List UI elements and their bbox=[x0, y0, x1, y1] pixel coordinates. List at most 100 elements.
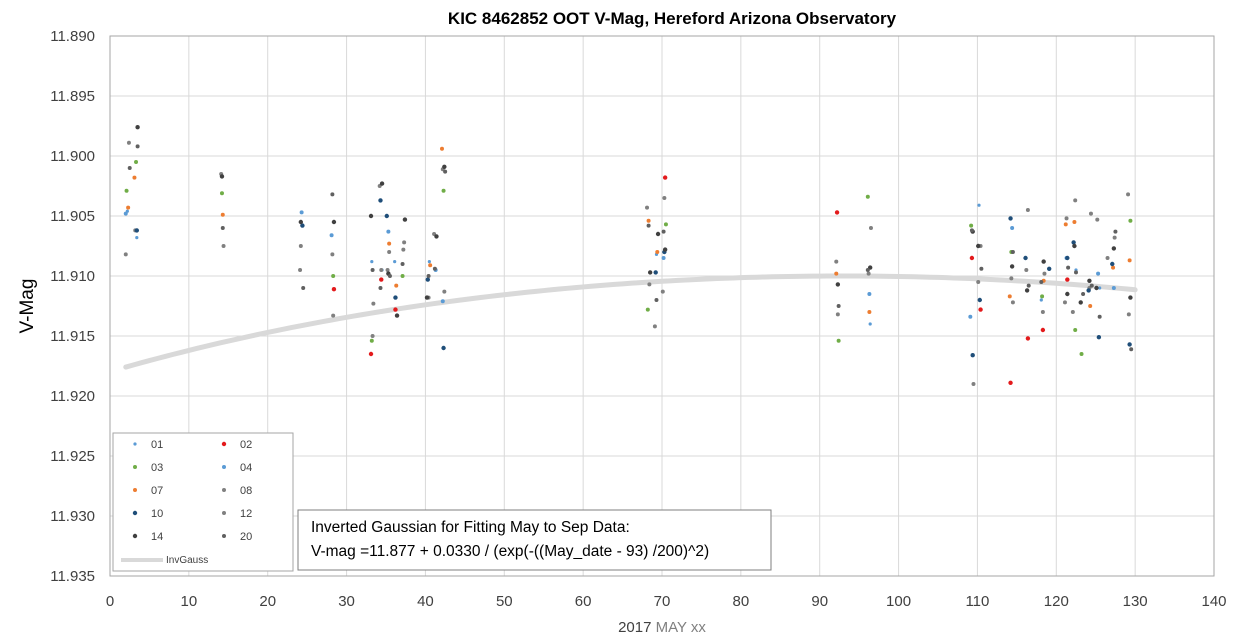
data-point-03 bbox=[134, 160, 139, 164]
data-point-08 bbox=[371, 301, 376, 306]
data-point-08 bbox=[1070, 310, 1075, 314]
data-point-02 bbox=[978, 307, 983, 312]
data-point-02 bbox=[662, 175, 668, 180]
data-point-14 bbox=[1087, 278, 1092, 283]
data-point-12 bbox=[1126, 192, 1131, 197]
data-point-14 bbox=[655, 231, 661, 237]
data-point-10 bbox=[134, 228, 140, 233]
y-tick-label: 11.895 bbox=[50, 88, 95, 105]
data-point-14 bbox=[219, 174, 225, 179]
data-point-14 bbox=[1024, 288, 1030, 293]
data-point-08 bbox=[652, 324, 657, 329]
data-point-14 bbox=[1041, 259, 1046, 264]
data-point-20 bbox=[1074, 270, 1078, 275]
data-point-14 bbox=[1094, 285, 1099, 291]
series-02 bbox=[331, 175, 1070, 385]
data-point-20 bbox=[443, 169, 448, 174]
data-point-12 bbox=[868, 226, 873, 230]
data-point-01 bbox=[977, 203, 981, 207]
data-point-07 bbox=[220, 212, 225, 217]
data-point-12 bbox=[370, 334, 375, 338]
x-tick-label: 100 bbox=[886, 593, 911, 610]
data-point-03 bbox=[124, 188, 129, 193]
data-point-12 bbox=[1073, 198, 1078, 203]
data-point-02 bbox=[1040, 327, 1046, 333]
data-point-20 bbox=[646, 223, 651, 228]
legend-label-invgauss: InvGauss bbox=[166, 555, 208, 566]
data-point-04 bbox=[1096, 271, 1101, 276]
data-point-20 bbox=[1026, 283, 1031, 288]
data-point-07 bbox=[387, 241, 392, 246]
x-axis-label-year: 2017 bbox=[618, 619, 656, 636]
data-point-03 bbox=[836, 338, 841, 343]
data-point-07 bbox=[1072, 220, 1077, 224]
data-point-20 bbox=[426, 274, 431, 278]
y-tick-label: 11.920 bbox=[50, 388, 95, 405]
data-point-01 bbox=[393, 260, 397, 264]
y-tick-label: 11.935 bbox=[50, 568, 95, 585]
data-point-14 bbox=[331, 219, 337, 225]
fit-curve-invgauss bbox=[123, 273, 1138, 370]
x-tick-label: 40 bbox=[417, 593, 434, 610]
legend-marker-12 bbox=[222, 511, 226, 515]
data-point-12 bbox=[126, 140, 131, 145]
data-point-10 bbox=[384, 213, 389, 219]
data-point-20 bbox=[661, 229, 666, 234]
data-point-12 bbox=[1040, 310, 1045, 314]
data-point-10 bbox=[653, 270, 658, 275]
data-point-14 bbox=[835, 282, 841, 287]
data-point-04 bbox=[329, 233, 334, 238]
data-point-20 bbox=[1097, 314, 1102, 319]
data-point-08 bbox=[1062, 300, 1067, 305]
data-point-08 bbox=[1105, 256, 1110, 260]
fit-annotation: Inverted Gaussian for Fitting May to Sep… bbox=[297, 509, 772, 571]
data-point-10 bbox=[300, 223, 305, 228]
data-point-20 bbox=[220, 226, 225, 230]
data-point-02 bbox=[969, 255, 975, 261]
chart-title: KIC 8462852 OOT V-Mag, Hereford Arizona … bbox=[448, 9, 897, 28]
data-point-08 bbox=[401, 247, 406, 252]
legend-label-03: 03 bbox=[151, 462, 163, 474]
legend-marker-08 bbox=[222, 488, 226, 492]
data-point-14 bbox=[368, 213, 374, 219]
x-tick-label: 10 bbox=[181, 593, 198, 610]
data-point-02 bbox=[1025, 336, 1031, 341]
data-point-14 bbox=[394, 313, 400, 318]
legend-marker-01 bbox=[133, 442, 137, 446]
data-point-10 bbox=[1096, 335, 1102, 340]
data-point-07 bbox=[1007, 294, 1012, 299]
legend-label-20: 20 bbox=[240, 531, 252, 543]
legend-label-14: 14 bbox=[151, 531, 163, 543]
legend-marker-04 bbox=[222, 465, 226, 469]
y-tick-label: 11.910 bbox=[50, 268, 95, 285]
legend-box bbox=[112, 432, 294, 572]
data-point-10 bbox=[441, 345, 446, 351]
data-point-10 bbox=[1065, 255, 1070, 261]
data-point-04 bbox=[867, 292, 872, 296]
fit-curve-layer bbox=[123, 273, 1138, 370]
data-point-03 bbox=[969, 223, 974, 228]
data-point-04 bbox=[661, 256, 666, 260]
legend-label-10: 10 bbox=[151, 508, 163, 520]
data-point-03 bbox=[865, 194, 870, 199]
data-point-12 bbox=[1095, 217, 1100, 222]
data-point-10 bbox=[1086, 288, 1091, 293]
data-point-20 bbox=[135, 144, 140, 149]
data-point-12 bbox=[1088, 211, 1093, 216]
y-tick-label: 11.915 bbox=[50, 328, 95, 345]
x-tick-label: 30 bbox=[338, 593, 355, 610]
data-point-12 bbox=[1025, 208, 1030, 212]
data-point-14 bbox=[1065, 291, 1070, 297]
data-points-layer bbox=[123, 125, 1134, 386]
data-point-07 bbox=[1088, 304, 1093, 308]
y-tick-label: 11.925 bbox=[50, 448, 95, 465]
data-point-20 bbox=[969, 228, 974, 233]
data-point-07 bbox=[867, 310, 872, 314]
data-point-03 bbox=[1128, 218, 1133, 223]
x-tick-label: 140 bbox=[1201, 593, 1226, 610]
data-point-07 bbox=[655, 250, 660, 254]
data-point-03 bbox=[663, 222, 668, 227]
legend-label-08: 08 bbox=[240, 485, 252, 497]
